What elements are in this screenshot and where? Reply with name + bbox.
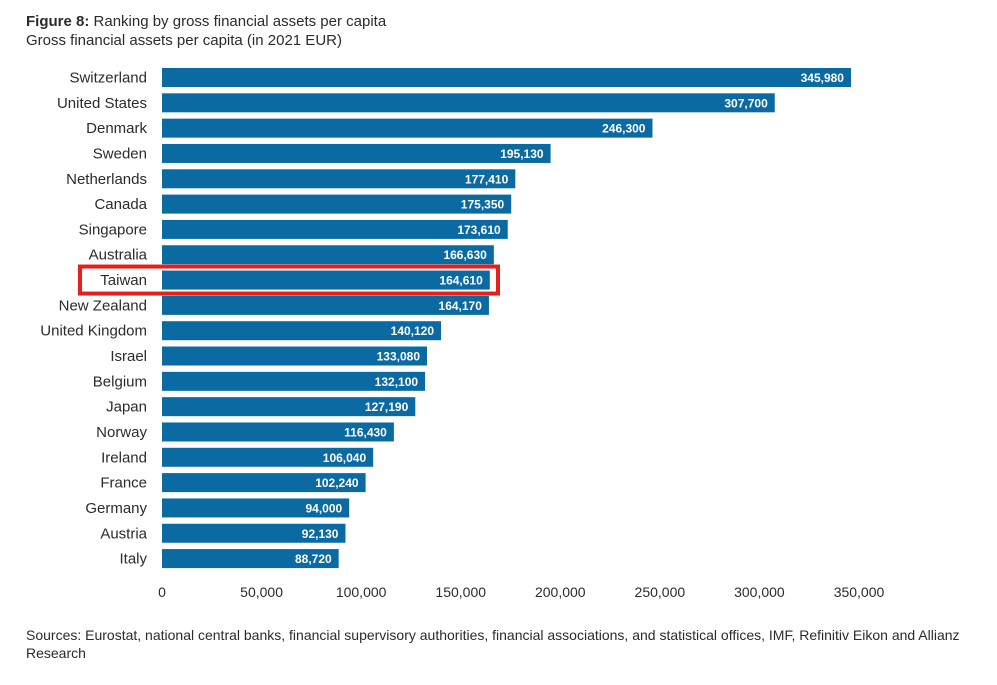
bar-value-label: 116,430 bbox=[344, 425, 387, 439]
x-tick-label: 100,000 bbox=[336, 584, 387, 600]
category-label: Belgium bbox=[93, 373, 147, 390]
bar-value-label: 132,100 bbox=[375, 375, 419, 389]
bar-value-label: 345,980 bbox=[801, 71, 845, 85]
bar-value-label: 164,610 bbox=[439, 274, 483, 288]
category-label: Switzerland bbox=[69, 70, 147, 87]
category-label: Norway bbox=[96, 424, 147, 441]
category-label: France bbox=[100, 475, 147, 492]
category-label: New Zealand bbox=[59, 297, 147, 314]
category-label: United States bbox=[57, 95, 147, 112]
bar-value-label: 175,350 bbox=[461, 198, 505, 212]
bar-value-label: 164,170 bbox=[439, 299, 483, 313]
category-label: Australia bbox=[89, 247, 148, 264]
bar-value-label: 94,000 bbox=[305, 501, 342, 515]
bar-chart: Switzerland 345,980 United States 307,700 De… bbox=[40, 68, 885, 600]
x-tick-label: 250,000 bbox=[635, 584, 686, 600]
title-line: Figure 8: Ranking by gross financial ass… bbox=[26, 12, 386, 31]
category-label: Sweden bbox=[93, 145, 147, 162]
bar bbox=[162, 498, 350, 518]
bar-value-label: 133,080 bbox=[377, 350, 421, 364]
figure-label: Figure 8: bbox=[26, 13, 90, 30]
bar-value-label: 88,720 bbox=[295, 552, 332, 566]
bar bbox=[162, 295, 489, 315]
bar-value-label: 195,130 bbox=[500, 147, 544, 161]
highlight-box bbox=[78, 264, 500, 296]
bar bbox=[162, 321, 442, 341]
bar bbox=[162, 143, 551, 163]
category-label: Netherlands bbox=[66, 171, 147, 188]
chart-title: Ranking by gross financial assets per ca… bbox=[93, 13, 387, 30]
chart-subtitle: Gross financial assets per capita (in 20… bbox=[26, 32, 342, 49]
sources-note: Sources: Eurostat, national central bank… bbox=[26, 627, 960, 661]
category-label: United Kingdom bbox=[40, 323, 147, 340]
bar bbox=[162, 245, 494, 265]
bar bbox=[162, 118, 653, 138]
category-label: Singapore bbox=[79, 221, 147, 238]
category-label: Israel bbox=[110, 348, 147, 365]
category-label: Canada bbox=[94, 196, 147, 213]
bar bbox=[162, 473, 366, 493]
bar-value-label: 166,630 bbox=[443, 248, 487, 262]
bar-value-label: 92,130 bbox=[302, 527, 339, 541]
x-tick-label: 150,000 bbox=[435, 584, 486, 600]
category-label: Japan bbox=[106, 399, 147, 416]
category-label: Germany bbox=[85, 500, 147, 517]
bar-value-label: 102,240 bbox=[315, 476, 359, 490]
bar bbox=[162, 422, 394, 442]
bar bbox=[162, 169, 516, 189]
x-tick-label: 300,000 bbox=[734, 584, 785, 600]
category-label: Italy bbox=[119, 551, 147, 568]
bar-value-label: 106,040 bbox=[323, 451, 367, 465]
bar bbox=[162, 68, 851, 87]
bar-value-label: 127,190 bbox=[365, 400, 409, 414]
bar bbox=[162, 447, 374, 467]
bar-value-label: 177,410 bbox=[465, 172, 509, 186]
bar bbox=[162, 270, 490, 290]
bar-value-label: 140,120 bbox=[391, 324, 435, 338]
bar bbox=[162, 194, 512, 214]
bar bbox=[162, 371, 426, 391]
bar bbox=[162, 397, 416, 417]
bar bbox=[162, 549, 339, 569]
chart-header: Figure 8: Ranking by gross financial ass… bbox=[26, 12, 386, 50]
bar bbox=[162, 346, 428, 366]
x-tick-label: 50,000 bbox=[240, 584, 283, 600]
category-label: Ireland bbox=[101, 449, 147, 466]
category-label: Taiwan bbox=[100, 272, 147, 289]
bar bbox=[162, 523, 346, 543]
x-tick-label: 350,000 bbox=[834, 584, 885, 600]
bar bbox=[162, 219, 508, 239]
x-tick-label: 200,000 bbox=[535, 584, 586, 600]
bar-value-label: 307,700 bbox=[724, 96, 768, 110]
bar-value-label: 173,610 bbox=[457, 223, 501, 237]
bar-value-label: 246,300 bbox=[602, 122, 646, 136]
category-label: Denmark bbox=[86, 120, 147, 137]
x-tick-label: 0 bbox=[158, 584, 166, 600]
bar bbox=[162, 93, 775, 113]
category-label: Austria bbox=[100, 525, 147, 542]
